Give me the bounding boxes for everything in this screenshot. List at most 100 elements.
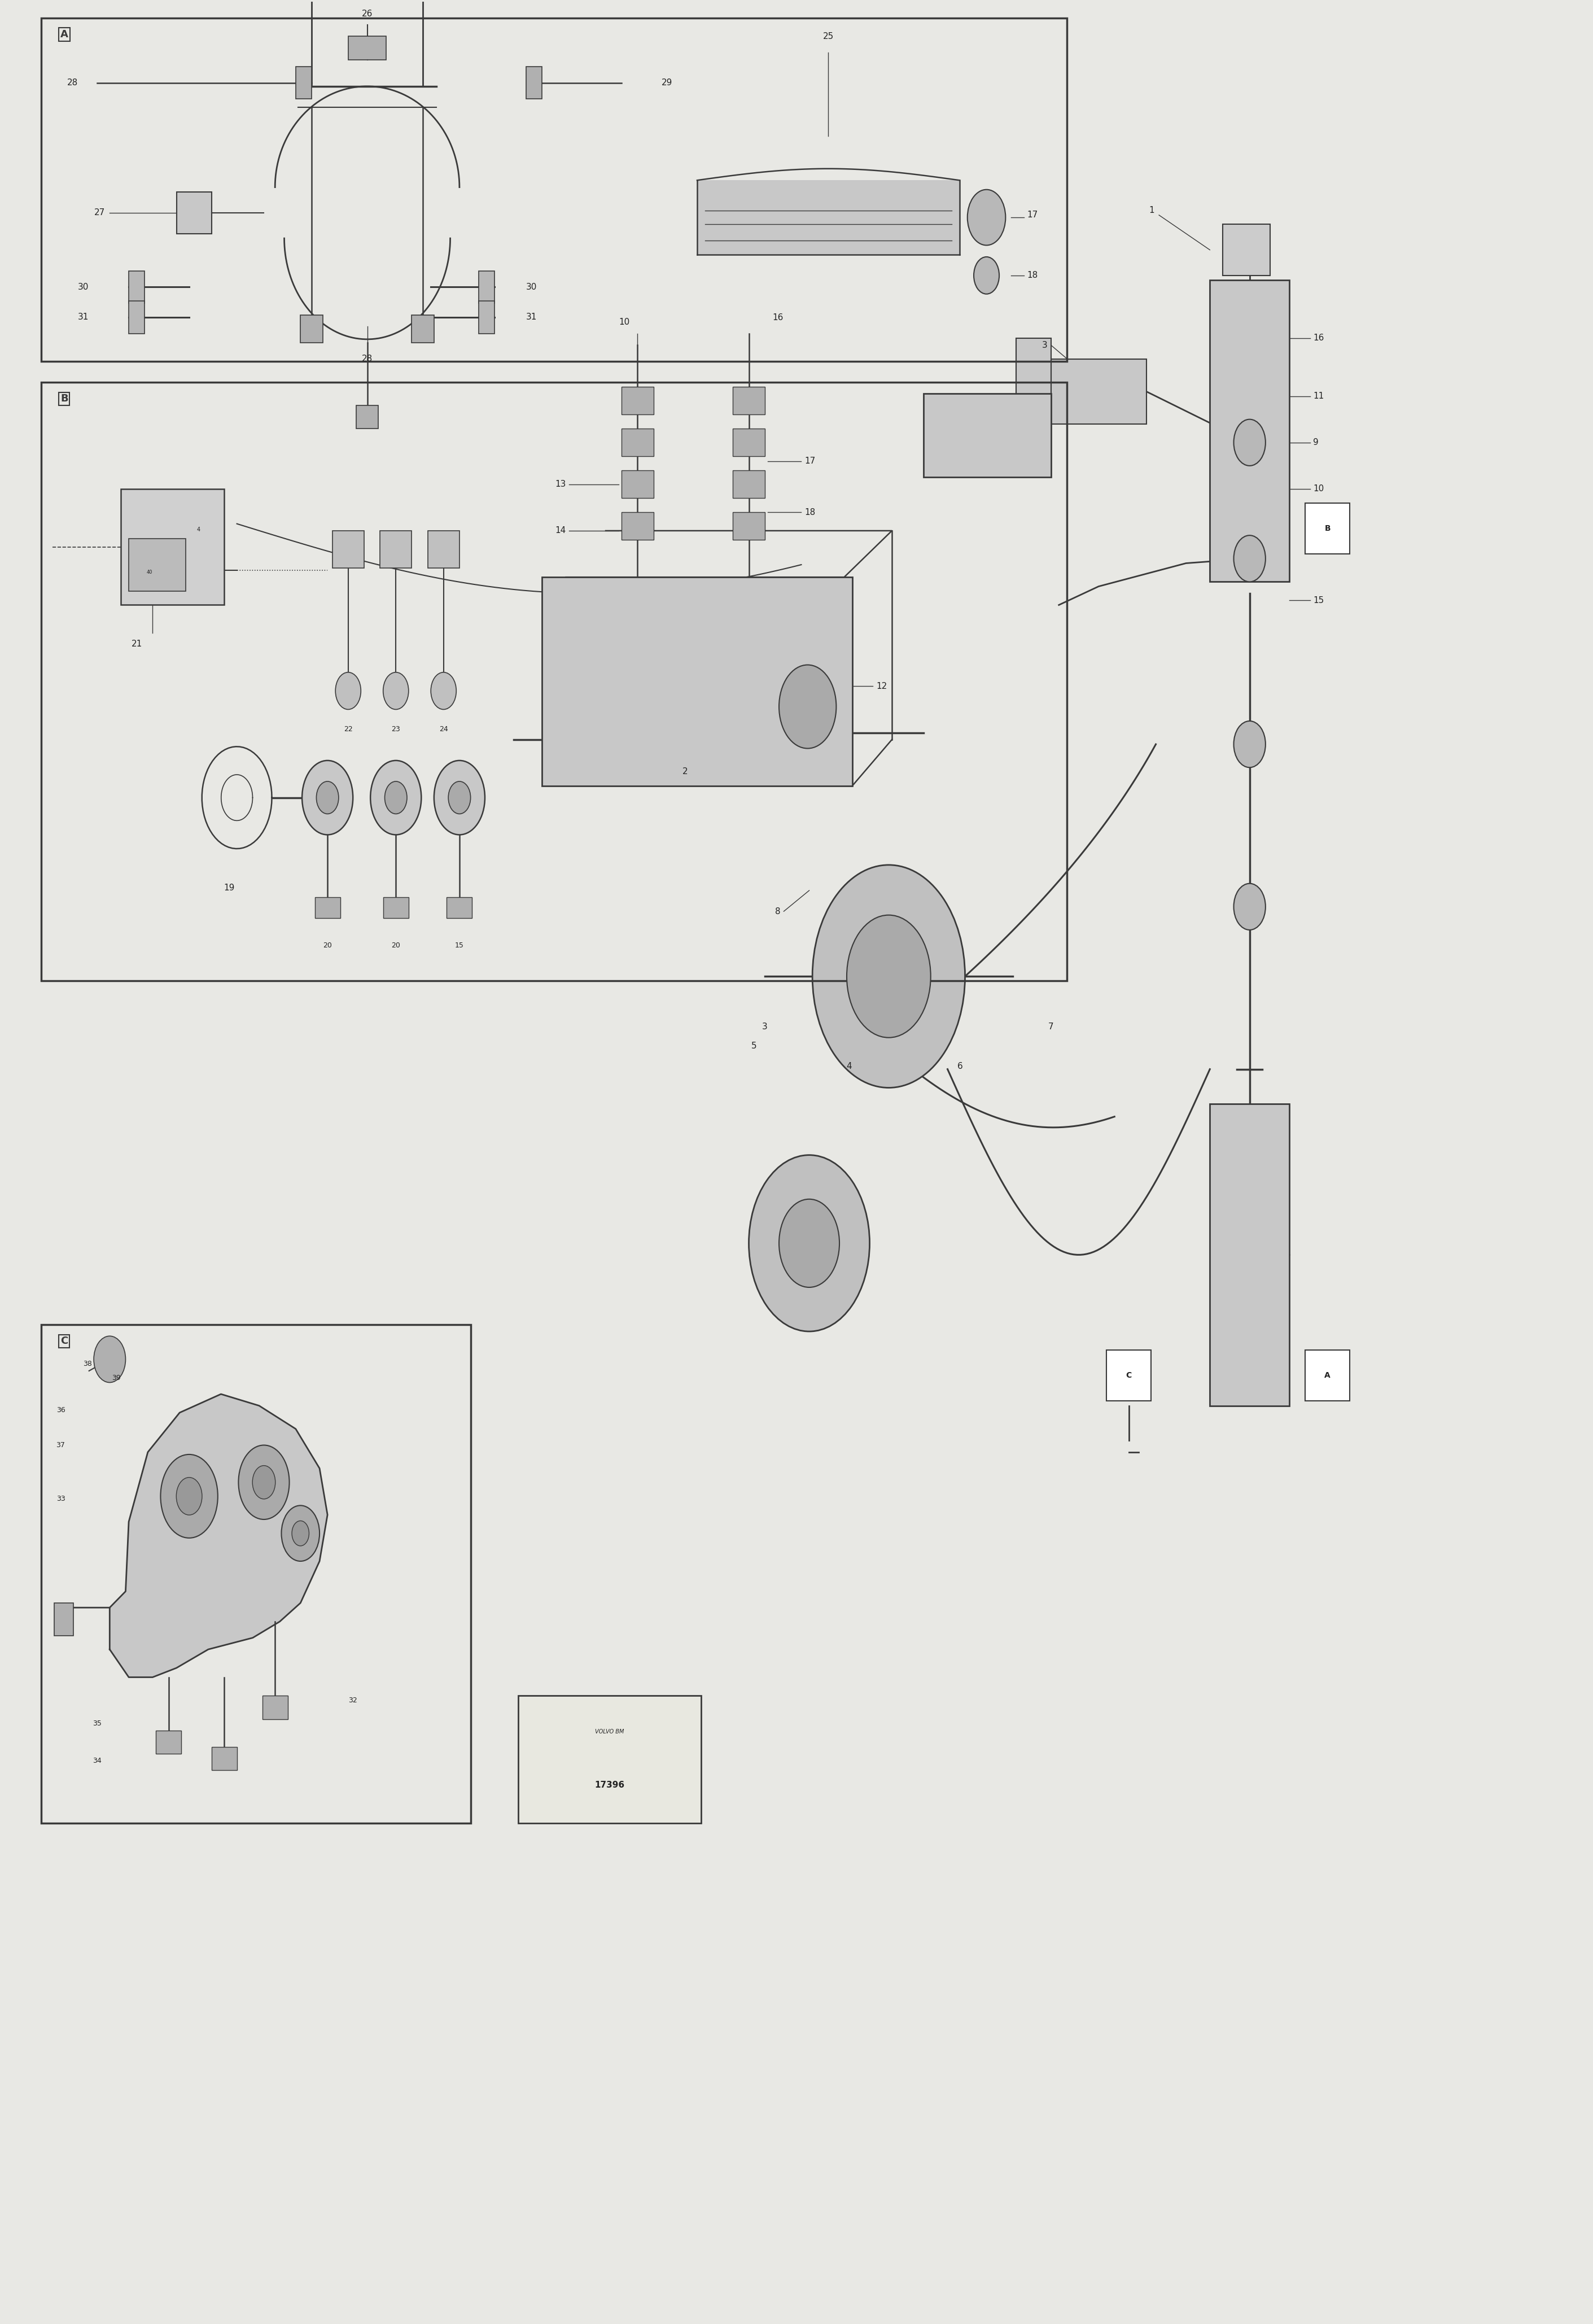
Bar <box>478 272 494 302</box>
Text: 11: 11 <box>1313 393 1324 400</box>
Text: 15: 15 <box>1313 597 1324 604</box>
Text: 15: 15 <box>456 941 464 948</box>
Bar <box>924 393 1051 476</box>
Circle shape <box>239 1446 290 1520</box>
Bar <box>733 386 765 414</box>
Bar <box>1016 337 1051 407</box>
Text: 24: 24 <box>440 725 448 732</box>
Bar <box>621 511 653 539</box>
Bar <box>1107 1350 1152 1401</box>
Bar <box>518 1697 701 1824</box>
Text: 17: 17 <box>1027 211 1039 218</box>
Circle shape <box>161 1455 218 1538</box>
Circle shape <box>779 1199 840 1287</box>
Bar <box>129 539 186 590</box>
Text: 35: 35 <box>92 1720 102 1727</box>
Circle shape <box>177 1478 202 1515</box>
Text: A: A <box>1324 1371 1330 1380</box>
Bar <box>1051 358 1147 423</box>
Text: 21: 21 <box>131 639 142 648</box>
Text: 29: 29 <box>661 79 672 86</box>
Text: 30: 30 <box>78 284 89 290</box>
Bar <box>1209 281 1289 581</box>
Text: 25: 25 <box>824 33 833 40</box>
Text: 9: 9 <box>1313 439 1319 446</box>
Bar <box>296 67 312 100</box>
Circle shape <box>292 1520 309 1545</box>
Circle shape <box>967 191 1005 246</box>
Circle shape <box>973 258 999 295</box>
Text: 17: 17 <box>804 458 816 465</box>
Text: 34: 34 <box>92 1757 102 1764</box>
Bar <box>1222 225 1270 277</box>
Text: 13: 13 <box>554 481 566 488</box>
Text: 10: 10 <box>618 318 629 325</box>
Circle shape <box>847 916 930 1037</box>
Text: 17396: 17396 <box>594 1780 624 1789</box>
Text: 4: 4 <box>846 1062 852 1071</box>
Text: 31: 31 <box>78 314 89 321</box>
Bar <box>177 193 212 235</box>
Text: 3: 3 <box>1042 342 1048 349</box>
Text: 14: 14 <box>554 528 566 535</box>
Bar <box>301 314 323 342</box>
Bar <box>212 1748 237 1771</box>
Bar <box>1305 502 1349 553</box>
Bar <box>1209 1104 1289 1406</box>
Bar <box>733 428 765 456</box>
Circle shape <box>779 665 836 748</box>
Text: 19: 19 <box>223 883 234 892</box>
Bar <box>427 530 459 567</box>
Text: 31: 31 <box>526 314 537 321</box>
Text: C: C <box>1126 1371 1131 1380</box>
Text: 33: 33 <box>56 1494 65 1501</box>
Bar <box>41 19 1067 360</box>
Bar <box>478 302 494 332</box>
Bar <box>129 302 145 332</box>
Text: 4: 4 <box>196 528 201 532</box>
Polygon shape <box>110 1394 328 1678</box>
Bar <box>333 530 365 567</box>
Bar <box>349 37 387 60</box>
Text: 28: 28 <box>67 79 78 86</box>
Text: 18: 18 <box>804 509 816 516</box>
Text: 10: 10 <box>1313 486 1324 493</box>
Text: 8: 8 <box>776 906 781 916</box>
Text: 18: 18 <box>1027 272 1039 279</box>
Text: C: C <box>61 1336 68 1346</box>
Text: 2: 2 <box>682 767 688 776</box>
Circle shape <box>317 781 339 813</box>
Text: 40: 40 <box>147 569 153 574</box>
Text: 30: 30 <box>526 284 537 290</box>
Text: 16: 16 <box>773 314 784 321</box>
Circle shape <box>812 865 965 1088</box>
Text: 39: 39 <box>112 1373 121 1380</box>
Text: 38: 38 <box>83 1360 92 1367</box>
Bar <box>621 386 653 414</box>
Text: 32: 32 <box>349 1697 357 1703</box>
Circle shape <box>303 760 354 834</box>
Bar <box>156 1731 182 1755</box>
Bar <box>698 181 959 256</box>
Bar <box>733 511 765 539</box>
Bar <box>542 576 852 786</box>
Text: B: B <box>61 393 68 404</box>
Circle shape <box>430 672 456 709</box>
Text: 36: 36 <box>56 1406 65 1413</box>
Text: 1: 1 <box>1149 207 1155 214</box>
Circle shape <box>94 1336 126 1383</box>
Text: 16: 16 <box>1313 335 1324 342</box>
Text: 5: 5 <box>752 1041 757 1050</box>
Text: 26: 26 <box>362 9 373 19</box>
Circle shape <box>252 1466 276 1499</box>
Bar <box>526 67 542 100</box>
Text: 28: 28 <box>362 353 373 363</box>
Text: 22: 22 <box>344 725 352 732</box>
Circle shape <box>336 672 362 709</box>
Text: 37: 37 <box>56 1441 65 1448</box>
Circle shape <box>1233 418 1265 465</box>
Circle shape <box>433 760 484 834</box>
Bar <box>446 897 472 918</box>
Text: VOLVO BM: VOLVO BM <box>596 1729 624 1734</box>
Circle shape <box>1233 883 1265 930</box>
